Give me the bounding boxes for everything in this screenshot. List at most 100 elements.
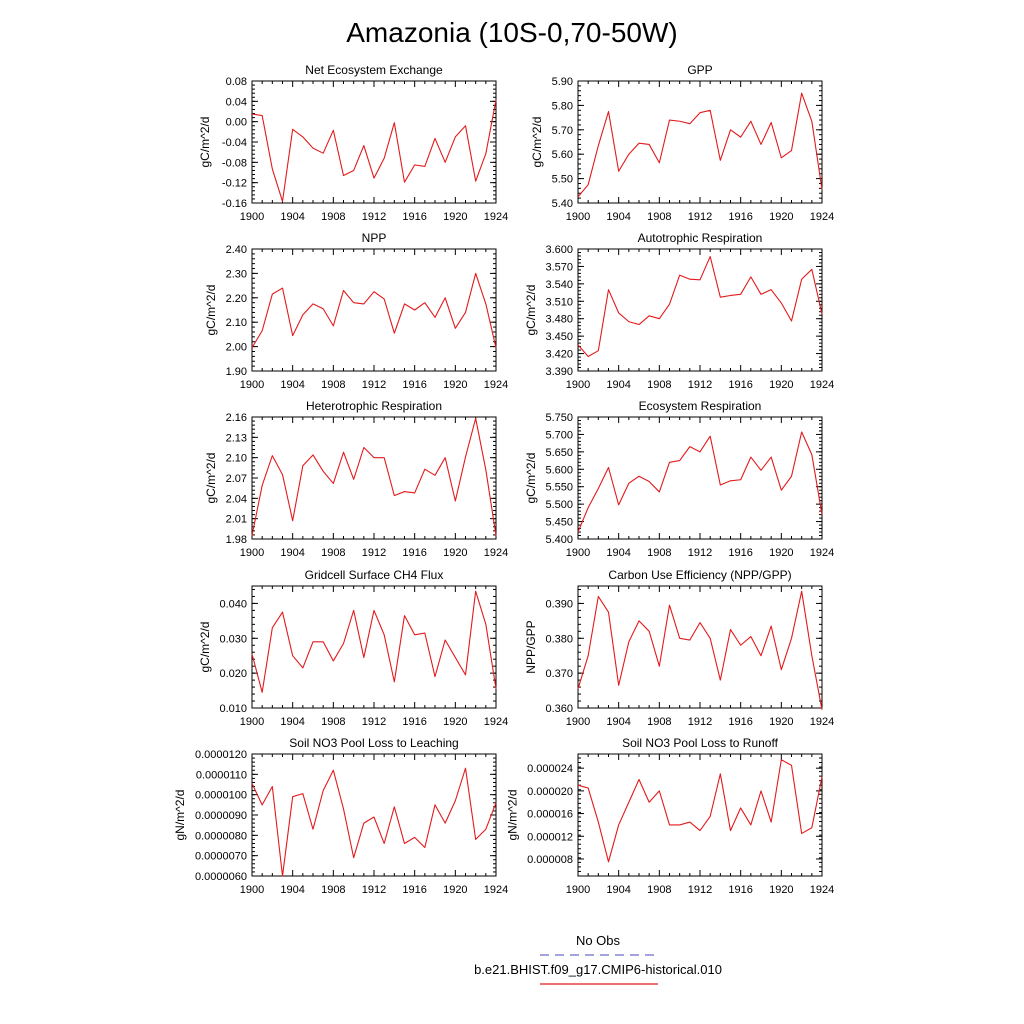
y-tick-label: 0.000012 [527,831,573,843]
y-axis-label: gC/m^2/d [198,622,212,673]
x-tick-label: 1924 [810,379,834,391]
y-tick-label: 3.390 [545,366,573,378]
y-tick-label: 0.020 [219,668,247,680]
x-tick-label: 1920 [769,884,793,896]
x-tick-label: 1904 [606,379,630,391]
y-axis-label: gN/m^2/d [173,790,187,841]
x-tick-label: 1908 [321,211,345,223]
x-tick-label: 1916 [402,211,426,223]
series-line [251,590,497,693]
plot-frame [577,585,823,709]
y-tick-label: 0.0000070 [195,851,247,863]
legend: No Obs b.e21.BHIST.f09_g17.CMIP6-histori… [474,933,722,985]
x-tick-label: 1924 [810,547,834,559]
y-tick-label: 0.0000060 [195,871,247,883]
x-tick-label: 1920 [443,547,467,559]
plot-frame [251,80,497,204]
chart-panel: Ecosystem Respiration 1900 1904 1908 1912 191… [524,399,834,559]
y-tick-label: 3.420 [545,349,573,361]
x-tick-label: 1924 [810,716,834,728]
x-tick-label: 1920 [443,716,467,728]
x-tick-label: 1912 [362,547,386,559]
panel-title: Soil NO3 Pool Loss to Runoff [622,736,779,750]
chart-panel: Carbon Use Efficiency (NPP/GPP) 1900 1904 1… [524,568,834,728]
y-axis-label: gN/m^2/d [505,790,519,841]
y-tick-label: 0.0000080 [195,830,247,842]
y-axis-label: gC/m^2/d [198,117,212,168]
x-tick-label: 1900 [566,884,590,896]
x-tick-label: 1912 [688,547,712,559]
y-tick-label: 5.60 [552,149,573,161]
x-tick-label: 1912 [362,379,386,391]
y-tick-label: -0.04 [222,137,247,149]
x-tick-label: 1908 [321,884,345,896]
x-tick-label: 1904 [606,211,630,223]
x-tick-label: 1904 [280,211,304,223]
x-tick-label: 1904 [606,547,630,559]
chart-panel: Autotrophic Respiration 1900 1904 1908 1912 1… [524,231,834,391]
x-tick-label: 1900 [566,716,590,728]
x-tick-label: 1924 [484,379,508,391]
series-line [577,92,823,198]
x-tick-label: 1908 [647,884,671,896]
y-tick-label: 5.400 [545,534,573,546]
plot-frame [577,416,823,540]
plot-frame [577,80,823,204]
plot-frame [251,248,497,372]
panel-title: Net Ecosystem Exchange [305,63,443,77]
x-tick-label: 1904 [280,379,304,391]
series-line [577,431,823,533]
y-tick-label: 5.650 [545,447,573,459]
x-tick-label: 1912 [688,211,712,223]
panel-title: Heterotrophic Respiration [306,399,442,413]
y-tick-label: 0.370 [545,668,573,680]
y-tick-label: 0.000016 [527,809,573,821]
y-tick-label: 0.04 [226,96,247,108]
y-tick-label: 0.0000100 [195,790,247,802]
panel-title: Gridcell Surface CH4 Flux [305,568,444,582]
x-tick-label: 1912 [362,884,386,896]
panel-title: Soil NO3 Pool Loss to Leaching [289,736,458,750]
x-tick-label: 1916 [728,884,752,896]
y-axis-label: gC/m^2/d [530,117,544,168]
x-tick-label: 1912 [688,379,712,391]
x-tick-label: 1924 [484,547,508,559]
x-tick-label: 1916 [728,547,752,559]
y-tick-label: 5.600 [545,464,573,476]
y-tick-label: -0.08 [222,157,247,169]
x-tick-label: 1916 [728,716,752,728]
y-tick-label: 2.40 [226,244,247,256]
chart-panel: Net Ecosystem Exchange 1900 1904 1908 1912 19… [198,63,508,223]
y-axis-label: gC/m^2/d [524,453,538,504]
x-tick-label: 1908 [647,716,671,728]
y-tick-label: 1.98 [226,534,247,546]
x-tick-label: 1920 [769,547,793,559]
y-tick-label: 5.550 [545,482,573,494]
x-tick-label: 1916 [402,884,426,896]
x-tick-label: 1900 [240,884,264,896]
y-tick-label: 5.40 [552,198,573,210]
series-line [577,255,823,358]
series-line [577,759,823,863]
y-tick-label: -0.16 [222,198,247,210]
x-tick-label: 1920 [769,716,793,728]
x-tick-label: 1924 [810,884,834,896]
legend-model-label: b.e21.BHIST.f09_g17.CMIP6-historical.010 [474,962,722,977]
y-tick-label: 3.510 [545,296,573,308]
x-tick-label: 1924 [484,884,508,896]
x-tick-label: 1904 [280,716,304,728]
y-tick-label: 5.500 [545,499,573,511]
series-line [251,99,497,203]
y-tick-label: 2.00 [226,342,247,354]
plot-frame [251,753,497,877]
x-tick-label: 1900 [240,379,264,391]
x-tick-label: 1900 [566,211,590,223]
x-tick-label: 1908 [321,547,345,559]
y-tick-label: 2.07 [226,473,247,485]
panels: Net Ecosystem Exchange 1900 1904 1908 1912 19… [173,63,834,896]
y-tick-label: 0.000020 [527,786,573,798]
y-tick-label: 2.16 [226,412,247,424]
y-tick-label: 5.90 [552,76,573,88]
x-tick-label: 1920 [769,211,793,223]
y-axis-label: gC/m^2/d [524,285,538,336]
